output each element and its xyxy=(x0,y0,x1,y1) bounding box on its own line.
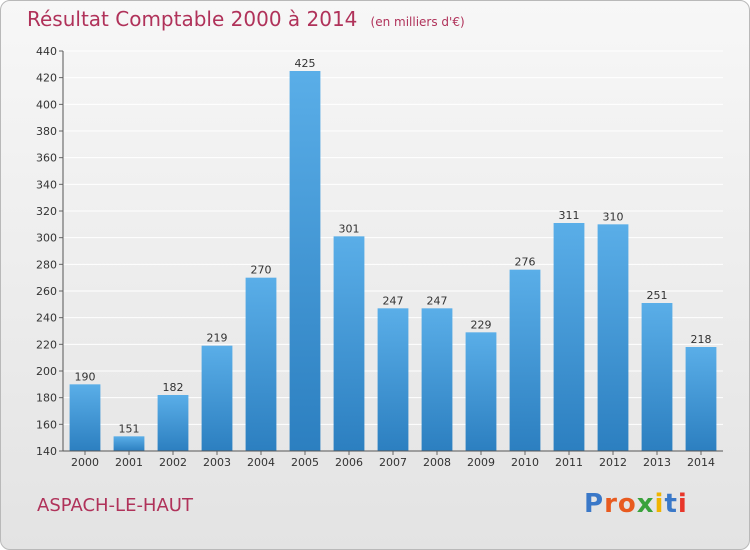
logo-letter: i xyxy=(654,489,665,519)
bar-value-label: 190 xyxy=(75,370,96,383)
y-tick-label: 420 xyxy=(36,72,57,85)
bar xyxy=(201,345,233,451)
x-tick-label: 2005 xyxy=(291,456,319,469)
bar xyxy=(377,308,409,451)
y-tick-label: 140 xyxy=(36,445,57,458)
place-name: ASPACH-LE-HAUT xyxy=(37,495,193,516)
bar-value-label: 219 xyxy=(207,332,228,345)
proxiti-logo: Proxiti xyxy=(584,489,688,519)
title-main: Résultat Comptable 2000 à 2014 xyxy=(27,7,358,31)
bar-value-label: 301 xyxy=(339,222,360,235)
bar-value-label: 247 xyxy=(383,294,404,307)
bar xyxy=(245,277,277,451)
bar-value-label: 276 xyxy=(515,256,536,269)
bar-value-label: 311 xyxy=(559,209,580,222)
bar xyxy=(421,308,453,451)
y-tick-label: 400 xyxy=(36,98,57,111)
y-tick-label: 160 xyxy=(36,418,57,431)
bar xyxy=(509,269,541,451)
y-tick-label: 380 xyxy=(36,125,57,138)
bar xyxy=(289,71,321,451)
x-tick-label: 2002 xyxy=(159,456,187,469)
bar-value-label: 151 xyxy=(119,422,140,435)
bar-value-label: 229 xyxy=(471,318,492,331)
y-tick-label: 360 xyxy=(36,152,57,165)
y-tick-label: 180 xyxy=(36,392,57,405)
x-tick-label: 2000 xyxy=(71,456,99,469)
y-tick-label: 280 xyxy=(36,258,57,271)
x-tick-label: 2003 xyxy=(203,456,231,469)
x-tick-label: 2004 xyxy=(247,456,275,469)
bar xyxy=(641,303,673,451)
bar xyxy=(465,332,497,451)
bar xyxy=(113,436,145,451)
bar xyxy=(69,384,101,451)
bar-value-label: 310 xyxy=(603,210,624,223)
bar xyxy=(333,236,365,451)
logo-letter: x xyxy=(636,489,655,519)
y-tick-label: 240 xyxy=(36,312,57,325)
y-tick-label: 220 xyxy=(36,338,57,351)
x-tick-label: 2010 xyxy=(511,456,539,469)
bar-value-label: 425 xyxy=(295,57,316,70)
bar xyxy=(597,224,629,451)
x-tick-label: 2008 xyxy=(423,456,451,469)
y-tick-label: 300 xyxy=(36,232,57,245)
bar-value-label: 247 xyxy=(427,294,448,307)
x-tick-label: 2014 xyxy=(687,456,715,469)
x-tick-label: 2006 xyxy=(335,456,363,469)
bar-value-label: 270 xyxy=(251,264,272,277)
bar-value-label: 218 xyxy=(691,333,712,346)
x-tick-label: 2009 xyxy=(467,456,495,469)
logo-letter: r xyxy=(604,489,618,519)
y-tick-label: 320 xyxy=(36,205,57,218)
logo-letter: i xyxy=(677,489,688,519)
x-tick-label: 2012 xyxy=(599,456,627,469)
x-tick-label: 2013 xyxy=(643,456,671,469)
y-tick-label: 260 xyxy=(36,285,57,298)
y-tick-label: 340 xyxy=(36,178,57,191)
y-tick-label: 200 xyxy=(36,365,57,378)
bar xyxy=(685,347,717,451)
x-tick-label: 2001 xyxy=(115,456,143,469)
logo-letter: t xyxy=(664,489,678,519)
logo-letter: o xyxy=(617,489,637,519)
bar xyxy=(553,223,585,451)
bar-value-label: 251 xyxy=(647,289,668,302)
logo-letter: P xyxy=(584,489,605,519)
title-unit: (en milliers d'€) xyxy=(370,15,465,29)
x-tick-label: 2007 xyxy=(379,456,407,469)
y-tick-label: 440 xyxy=(36,45,57,58)
chart-title: Résultat Comptable 2000 à 2014 (en milli… xyxy=(27,7,465,31)
bar xyxy=(157,395,189,451)
bar-value-label: 182 xyxy=(163,381,184,394)
x-tick-label: 2011 xyxy=(555,456,583,469)
